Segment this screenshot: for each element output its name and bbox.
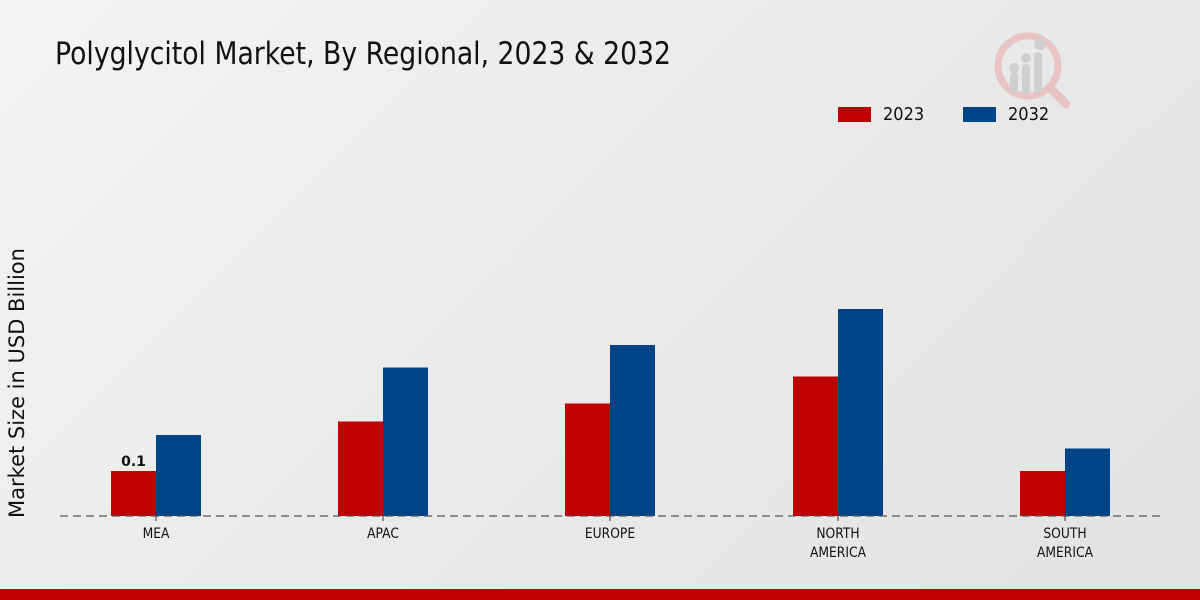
bar-2023-south-america — [1020, 471, 1065, 516]
footer-accent-bar — [0, 589, 1200, 600]
x-tick-label: EUROPE — [585, 526, 635, 542]
bar-2023-europe — [565, 403, 610, 516]
bar-2023-mea — [111, 471, 156, 516]
bar-2032-south-america — [1065, 448, 1110, 516]
legend-swatch-2032 — [962, 107, 996, 122]
x-tick-label: MEA — [143, 526, 170, 542]
legend-label-2032: 2032 — [1007, 104, 1050, 125]
bar-2023-apac — [338, 421, 383, 516]
chart-title: Polyglycitol Market, By Regional, 2023 &… — [55, 36, 671, 72]
bar-2032-north-america — [838, 309, 883, 516]
bar-2032-apac — [383, 367, 428, 516]
x-tick-label: APAC — [367, 526, 399, 542]
x-tick-label: AMERICA — [810, 545, 866, 561]
x-tick-label: SOUTH — [1043, 526, 1086, 542]
chart-legend: 2023 2032 — [838, 104, 1088, 125]
bar-2032-europe — [610, 345, 655, 516]
x-tick-label: AMERICA — [1037, 545, 1093, 561]
x-tick-label: NORTH — [816, 526, 859, 542]
data-label: 0.1 — [121, 454, 146, 470]
market-research-logo-icon — [994, 32, 1071, 109]
legend-item-2023[interactable]: 2023 — [838, 104, 929, 125]
bar-2023-north-america — [793, 376, 838, 516]
legend-item-2032[interactable]: 2032 — [962, 104, 1054, 125]
legend-label-2023: 2023 — [883, 104, 925, 125]
legend-swatch-2023 — [838, 107, 871, 122]
bar-2032-mea — [156, 435, 201, 516]
